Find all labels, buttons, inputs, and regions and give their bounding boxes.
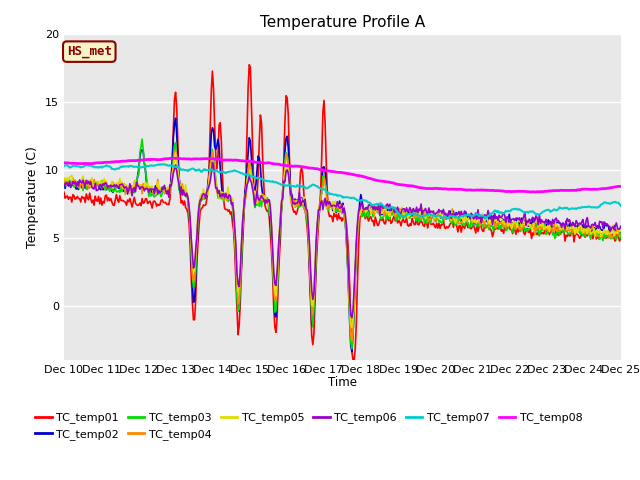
TC_temp04 [364, 207, 371, 213]
TC_temp08 [170, 156, 177, 161]
TC_temp02 [394, 206, 401, 212]
TC_temp07 [158, 161, 166, 167]
TC_temp07 [60, 163, 68, 169]
TC_temp07 [393, 208, 401, 214]
TC_temp05 [348, 325, 356, 331]
TC_temp08 [362, 175, 370, 180]
TC_temp01 [606, 233, 614, 239]
TC_temp08 [617, 184, 625, 190]
TC_temp01 [617, 234, 625, 240]
TC_temp03 [364, 208, 371, 214]
TC_temp01 [326, 214, 333, 219]
TC_temp07 [482, 216, 490, 222]
X-axis label: Time: Time [328, 376, 357, 389]
TC_temp02 [617, 230, 625, 236]
Line: TC_temp04: TC_temp04 [64, 150, 621, 341]
TC_temp02 [329, 208, 337, 214]
TC_temp07 [617, 203, 625, 209]
Line: TC_temp08: TC_temp08 [64, 158, 621, 192]
TC_temp05 [60, 177, 68, 182]
TC_temp06 [519, 216, 527, 222]
TC_temp06 [394, 204, 401, 210]
TC_temp03 [394, 207, 401, 213]
TC_temp01 [519, 224, 527, 230]
TC_temp06 [60, 181, 68, 187]
TC_temp01 [245, 62, 253, 68]
TC_temp06 [364, 206, 371, 212]
TC_temp06 [606, 224, 614, 229]
TC_temp02 [60, 176, 68, 182]
TC_temp03 [617, 235, 625, 241]
TC_temp05 [172, 150, 179, 156]
Line: TC_temp03: TC_temp03 [64, 139, 621, 349]
TC_temp07 [606, 201, 614, 207]
TC_temp04 [60, 177, 68, 183]
TC_temp05 [617, 228, 625, 234]
TC_temp01 [60, 189, 68, 195]
TC_temp08 [518, 189, 525, 194]
TC_temp08 [329, 168, 337, 174]
TC_temp08 [60, 160, 68, 166]
TC_temp05 [364, 206, 371, 212]
TC_temp07 [519, 208, 527, 214]
TC_temp03 [519, 225, 527, 230]
Legend: TC_temp01, TC_temp02, TC_temp03, TC_temp04, TC_temp05, TC_temp06, TC_temp07, TC_: TC_temp01, TC_temp02, TC_temp03, TC_temp… [31, 408, 587, 444]
TC_temp04 [519, 222, 527, 228]
TC_temp01 [364, 215, 371, 221]
TC_temp02 [364, 206, 371, 212]
TC_temp07 [326, 192, 333, 197]
TC_temp03 [326, 202, 333, 208]
TC_temp07 [362, 198, 370, 204]
TC_temp04 [617, 233, 625, 239]
Line: TC_temp06: TC_temp06 [64, 162, 621, 317]
TC_temp07 [329, 192, 337, 197]
TC_temp08 [528, 189, 536, 195]
TC_temp04 [326, 204, 333, 209]
TC_temp05 [606, 231, 614, 237]
TC_temp03 [329, 206, 337, 212]
TC_temp02 [348, 349, 356, 355]
TC_temp06 [329, 203, 337, 208]
TC_temp02 [606, 231, 614, 237]
TC_temp05 [329, 199, 337, 204]
Line: TC_temp05: TC_temp05 [64, 153, 621, 328]
TC_temp06 [348, 314, 356, 320]
TC_temp04 [348, 338, 356, 344]
TC_temp04 [606, 235, 614, 241]
Line: TC_temp07: TC_temp07 [64, 164, 621, 219]
TC_temp03 [138, 136, 146, 142]
Text: HS_met: HS_met [67, 45, 112, 58]
TC_temp03 [60, 178, 68, 184]
TC_temp01 [329, 219, 337, 225]
Line: TC_temp02: TC_temp02 [64, 118, 621, 352]
Y-axis label: Temperature (C): Temperature (C) [26, 146, 40, 248]
TC_temp02 [172, 115, 179, 121]
TC_temp04 [329, 204, 337, 209]
TC_temp06 [209, 159, 216, 165]
TC_temp06 [617, 223, 625, 229]
TC_temp02 [326, 201, 333, 206]
TC_temp05 [394, 210, 401, 216]
TC_temp04 [394, 209, 401, 215]
TC_temp06 [326, 199, 333, 204]
TC_temp05 [519, 219, 527, 225]
TC_temp08 [326, 168, 333, 174]
TC_temp03 [348, 346, 356, 352]
TC_temp03 [606, 229, 614, 235]
TC_temp01 [349, 357, 357, 363]
Title: Temperature Profile A: Temperature Profile A [260, 15, 425, 30]
TC_temp08 [393, 181, 401, 187]
TC_temp08 [606, 185, 614, 191]
TC_temp05 [326, 200, 333, 206]
TC_temp02 [519, 216, 527, 222]
TC_temp04 [172, 147, 179, 153]
Line: TC_temp01: TC_temp01 [64, 65, 621, 360]
TC_temp01 [394, 220, 401, 226]
